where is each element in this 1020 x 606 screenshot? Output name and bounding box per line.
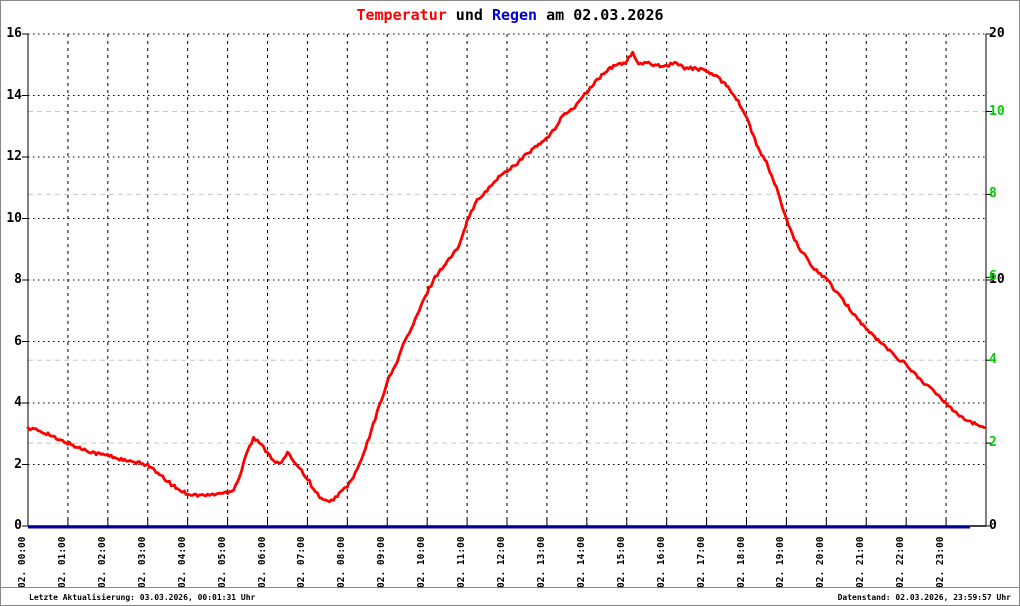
left-axis-label: 0 — [14, 518, 22, 533]
right-axis-green-label: 8 — [989, 186, 997, 202]
chart-title: Temperatur und Regen am 02.03.2026 — [1, 6, 1019, 24]
x-axis-label: 02. 01:00 — [56, 536, 68, 588]
x-axis-label: 02. 03:00 — [136, 536, 148, 588]
footer-last-update: Letzte Aktualisierung: 03.03.2026, 00:01… — [29, 593, 256, 602]
left-axis-label: 12 — [6, 149, 22, 164]
footer-separator — [1, 587, 1019, 588]
x-axis-label: 02. 16:00 — [655, 536, 667, 588]
right-axis-black-label: 0 — [989, 518, 997, 533]
left-axis-label: 10 — [6, 210, 22, 226]
x-axis-label: 02. 11:00 — [456, 536, 468, 588]
x-axis-label: 02. 18:00 — [735, 536, 747, 588]
x-axis-label: 02. 07:00 — [296, 536, 308, 588]
x-axis-label: 02. 02:00 — [96, 536, 108, 588]
x-axis-label: 02. 09:00 — [376, 536, 388, 588]
footer-data-state: Datenstand: 02.03.2026, 23:59:57 Uhr — [837, 593, 1011, 602]
x-axis-label: 02. 22:00 — [895, 536, 907, 588]
x-axis-label: 02. 04:00 — [176, 536, 188, 588]
x-axis-label: 02. 14:00 — [575, 536, 587, 588]
x-axis-label: 02. 10:00 — [416, 536, 428, 588]
left-axis-label: 16 — [6, 26, 22, 41]
right-axis-green-label: 10 — [989, 103, 1005, 119]
x-axis-label: 02. 08:00 — [336, 536, 348, 588]
right-axis-black-label: 20 — [989, 26, 1005, 41]
temperature-line — [26, 50, 986, 504]
left-axis-label: 2 — [14, 456, 22, 472]
x-axis-label: 02. 23:00 — [935, 536, 947, 588]
title-date: am 02.03.2026 — [537, 6, 664, 24]
x-axis-label: 02. 19:00 — [775, 536, 787, 588]
left-axis-label: 8 — [14, 272, 22, 287]
x-axis-label: 02. 06:00 — [256, 536, 268, 588]
x-axis-label: 02. 12:00 — [496, 536, 507, 588]
x-axis-label: 02. 15:00 — [615, 536, 627, 588]
left-axis-label: 4 — [14, 395, 22, 410]
x-axis-label: 02. 20:00 — [815, 536, 827, 588]
title-und: und — [446, 6, 492, 24]
left-axis-label: 6 — [14, 333, 22, 349]
x-axis-label: 02. 05:00 — [216, 536, 228, 588]
x-axis-label: 02. 21:00 — [855, 536, 867, 588]
x-axis-label: 02. 00:00 — [17, 536, 28, 588]
x-axis-label: 02. 17:00 — [695, 536, 707, 588]
right-axis-black-label: 10 — [989, 272, 1005, 287]
x-axis-label: 02. 13:00 — [535, 536, 547, 588]
right-axis-green-label: 6 — [989, 269, 997, 285]
title-temperatur: Temperatur — [356, 6, 447, 24]
title-regen: Regen — [491, 6, 538, 24]
right-axis-green-label: 2 — [989, 435, 997, 451]
left-axis-label: 14 — [6, 87, 22, 103]
right-axis-green-label: 4 — [989, 352, 997, 368]
